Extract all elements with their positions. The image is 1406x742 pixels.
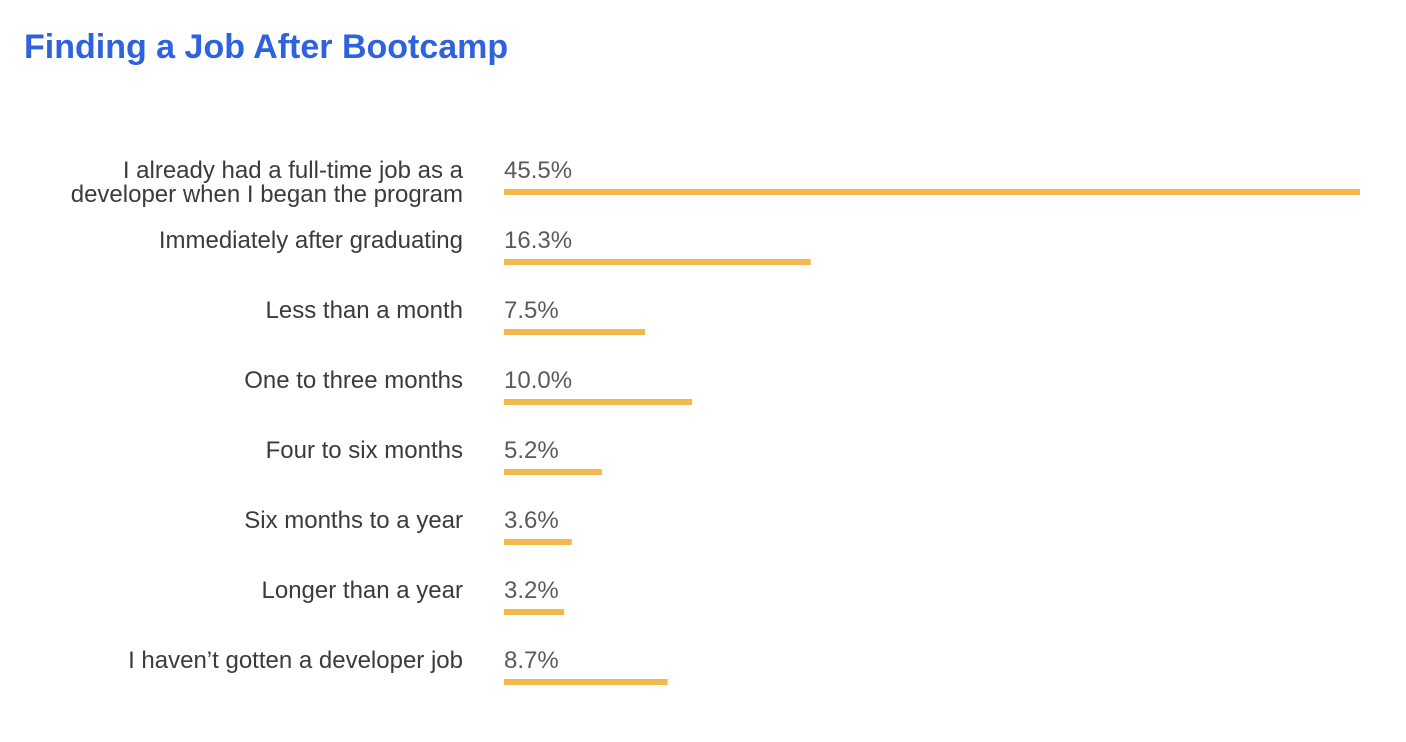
bar — [504, 259, 811, 265]
category-label: Six months to a year — [244, 507, 463, 534]
value-label: 45.5% — [504, 157, 572, 184]
category-label: I already had a full-time job as a — [123, 157, 464, 184]
value-label: 8.7% — [504, 647, 559, 674]
chart-title: Finding a Job After Bootcamp — [24, 28, 509, 66]
bar — [504, 469, 602, 475]
bar — [504, 329, 646, 335]
value-label: 10.0% — [504, 367, 572, 394]
category-label: Four to six months — [266, 437, 463, 464]
category-label: Immediately after graduating — [159, 227, 463, 254]
value-label: 3.6% — [504, 507, 559, 534]
value-label: 3.2% — [504, 577, 559, 604]
value-label: 5.2% — [504, 437, 559, 464]
category-label: I haven’t gotten a developer job — [128, 647, 463, 674]
chart-marks: 45.5% I already had a full-time job as ad… — [71, 157, 1360, 685]
value-label: 16.3% — [504, 227, 572, 254]
category-label: Less than a month — [266, 297, 463, 324]
bar — [504, 399, 693, 405]
bar — [504, 609, 565, 615]
bar — [504, 539, 572, 545]
category-label: Longer than a year — [262, 577, 463, 604]
category-label: developer when I began the program — [71, 181, 463, 208]
value-label: 7.5% — [504, 297, 559, 324]
bar — [504, 679, 668, 685]
bar — [504, 189, 1360, 195]
category-label: One to three months — [244, 367, 463, 394]
